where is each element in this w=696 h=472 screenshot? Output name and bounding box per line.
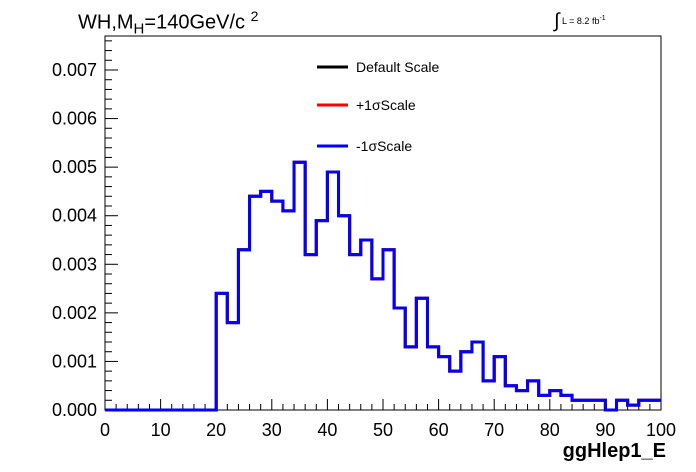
histogram-line-2 [105, 160, 661, 412]
legend-label: Default Scale [356, 59, 439, 75]
luminosity-label: ∫ L = 8.2 fb-1 [554, 10, 606, 33]
x-axis-ticks: 0 10 20 30 40 50 60 70 80 90 100 [100, 399, 676, 440]
x-axis-label: ggHlep1_E [562, 440, 666, 462]
x-tick-label: 40 [317, 420, 337, 440]
y-axis-ticks: 0.000 0.001 0.002 0.003 0.004 0.005 0.006 0.007 [52, 40, 118, 420]
y-tick-label: 0.005 [52, 157, 97, 177]
x-tick-label: 10 [151, 420, 171, 440]
title-subscript: H [133, 20, 145, 38]
title-rest: =140GeV/c [144, 11, 246, 34]
y-tick-label: 0.002 [52, 303, 97, 323]
legend-label: +1σScale [356, 97, 416, 113]
y-tick-label: 0.000 [52, 400, 97, 420]
x-tick-label: 70 [484, 420, 504, 440]
title-base: WH,M [78, 11, 134, 34]
y-tick-label: 0.006 [52, 109, 97, 129]
luminosity-superscript: -1 [599, 14, 606, 22]
y-tick-label: 0.001 [52, 351, 97, 371]
y-tick-label: 0.004 [52, 206, 97, 226]
x-tick-label: 100 [646, 420, 676, 440]
histogram-series [105, 160, 661, 412]
histogram-line-0 [105, 160, 661, 412]
luminosity-text: L = 8.2 fb [562, 15, 600, 26]
y-tick-label: 0.003 [52, 254, 97, 274]
y-tick-label: 0.007 [52, 60, 97, 80]
x-tick-label: 60 [429, 420, 449, 440]
x-tick-label: 30 [262, 420, 282, 440]
histogram-line-1 [105, 160, 661, 412]
legend: Default Scale +1σScale -1σScale [317, 59, 439, 154]
x-tick-label: 0 [100, 420, 110, 440]
plot-frame [104, 35, 662, 411]
x-tick-label: 90 [595, 420, 615, 440]
chart-title: WH,MH=140GeV/c 2 [78, 8, 258, 38]
integral-symbol: ∫ [554, 10, 560, 32]
title-superscript: 2 [250, 8, 259, 24]
x-tick-label: 20 [206, 420, 226, 440]
x-tick-label: 50 [373, 420, 393, 440]
legend-label: -1σScale [356, 138, 412, 154]
x-tick-label: 80 [540, 420, 560, 440]
